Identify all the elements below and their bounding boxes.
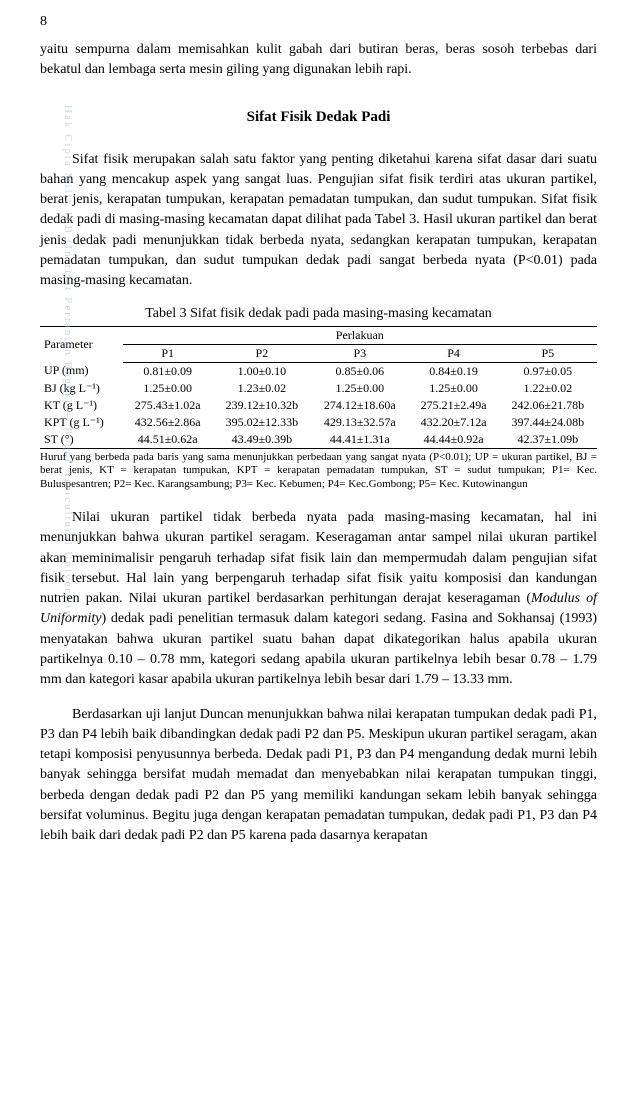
data-cell: 1.22±0.02: [499, 380, 597, 397]
body-2b: ) dedak padi penelitian termasuk dalam k…: [40, 611, 597, 687]
data-cell: 44.41±1.31a: [311, 431, 408, 449]
table-caption: Tabel 3 Sifat fisik dedak padi pada masi…: [40, 306, 597, 322]
data-cell: 275.21±2.49a: [409, 397, 499, 414]
param-cell: UP (mm): [40, 362, 123, 380]
page: Hak Cipta Milik IPB (Institut Pertanian …: [0, 0, 637, 891]
data-cell: 42.37±1.09b: [499, 431, 597, 449]
section-title: Sifat Fisik Dedak Padi: [40, 109, 597, 126]
table-col-p2: P2: [213, 344, 311, 362]
data-cell: 0.81±0.09: [123, 362, 213, 380]
data-cell: 0.84±0.19: [409, 362, 499, 380]
body-paragraph-1: Sifat fisik merupakan salah satu faktor …: [40, 150, 597, 292]
data-cell: 44.51±0.62a: [123, 431, 213, 449]
data-cell: 43.49±0.39b: [213, 431, 311, 449]
table-col-p3: P3: [311, 344, 408, 362]
data-cell: 397.44±24.08b: [499, 414, 597, 431]
body-2a: Nilai ukuran partikel tidak berbeda nyat…: [40, 510, 597, 606]
data-cell: 432.56±2.86a: [123, 414, 213, 431]
param-cell: KT (g L⁻¹): [40, 397, 123, 414]
data-cell: 429.13±32.57a: [311, 414, 408, 431]
param-cell: ST (°): [40, 431, 123, 449]
data-cell: 1.00±0.10: [213, 362, 311, 380]
data-cell: 1.23±0.02: [213, 380, 311, 397]
data-cell: 0.97±0.05: [499, 362, 597, 380]
table-row: KT (g L⁻¹) 275.43±1.02a 239.12±10.32b 27…: [40, 397, 597, 414]
table-row: KPT (g L⁻¹) 432.56±2.86a 395.02±12.33b 4…: [40, 414, 597, 431]
data-cell: 275.43±1.02a: [123, 397, 213, 414]
table-col-p4: P4: [409, 344, 499, 362]
data-cell: 1.25±0.00: [409, 380, 499, 397]
table-row: BJ (kg L⁻¹) 1.25±0.00 1.23±0.02 1.25±0.0…: [40, 380, 597, 397]
data-cell: 1.25±0.00: [123, 380, 213, 397]
table-row: UP (mm) 0.81±0.09 1.00±0.10 0.85±0.06 0.…: [40, 362, 597, 380]
table-header-parameter: Parameter: [40, 326, 123, 362]
data-cell: 0.85±0.06: [311, 362, 408, 380]
data-cell: 44.44±0.92a: [409, 431, 499, 449]
data-cell: 239.12±10.32b: [213, 397, 311, 414]
param-cell: BJ (kg L⁻¹): [40, 380, 123, 397]
intro-paragraph: yaitu sempurna dalam memisahkan kulit ga…: [40, 40, 597, 81]
data-cell: 1.25±0.00: [311, 380, 408, 397]
table-header-group: Perlakuan: [123, 326, 597, 344]
table-row: ST (°) 44.51±0.62a 43.49±0.39b 44.41±1.3…: [40, 431, 597, 449]
data-cell: 395.02±12.33b: [213, 414, 311, 431]
page-number: 8: [40, 14, 597, 30]
body-paragraph-3: Berdasarkan uji lanjut Duncan menunjukka…: [40, 705, 597, 847]
body-paragraph-2: Nilai ukuran partikel tidak berbeda nyat…: [40, 508, 597, 691]
data-cell: 242.06±21.78b: [499, 397, 597, 414]
param-cell: KPT (g L⁻¹): [40, 414, 123, 431]
data-cell: 274.12±18.60a: [311, 397, 408, 414]
table-col-p1: P1: [123, 344, 213, 362]
table-col-p5: P5: [499, 344, 597, 362]
data-cell: 432.20±7.12a: [409, 414, 499, 431]
physical-properties-table: Parameter Perlakuan P1 P2 P3 P4 P5 UP (m…: [40, 326, 597, 449]
table-footnote: Huruf yang berbeda pada baris yang sama …: [40, 451, 597, 492]
